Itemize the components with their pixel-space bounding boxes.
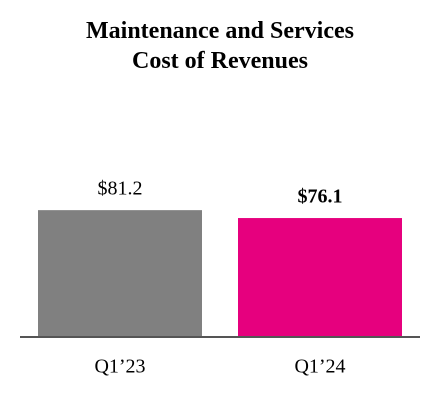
x-tick-label: Q1’23 [94,356,145,378]
value-label: $76.1 [298,186,343,208]
bar [38,210,202,336]
chart-title: Maintenance and Services Cost of Revenue… [86,18,354,74]
value-label: $81.2 [98,178,143,200]
x-tick-label: Q1’24 [294,356,345,378]
bar [238,218,402,336]
